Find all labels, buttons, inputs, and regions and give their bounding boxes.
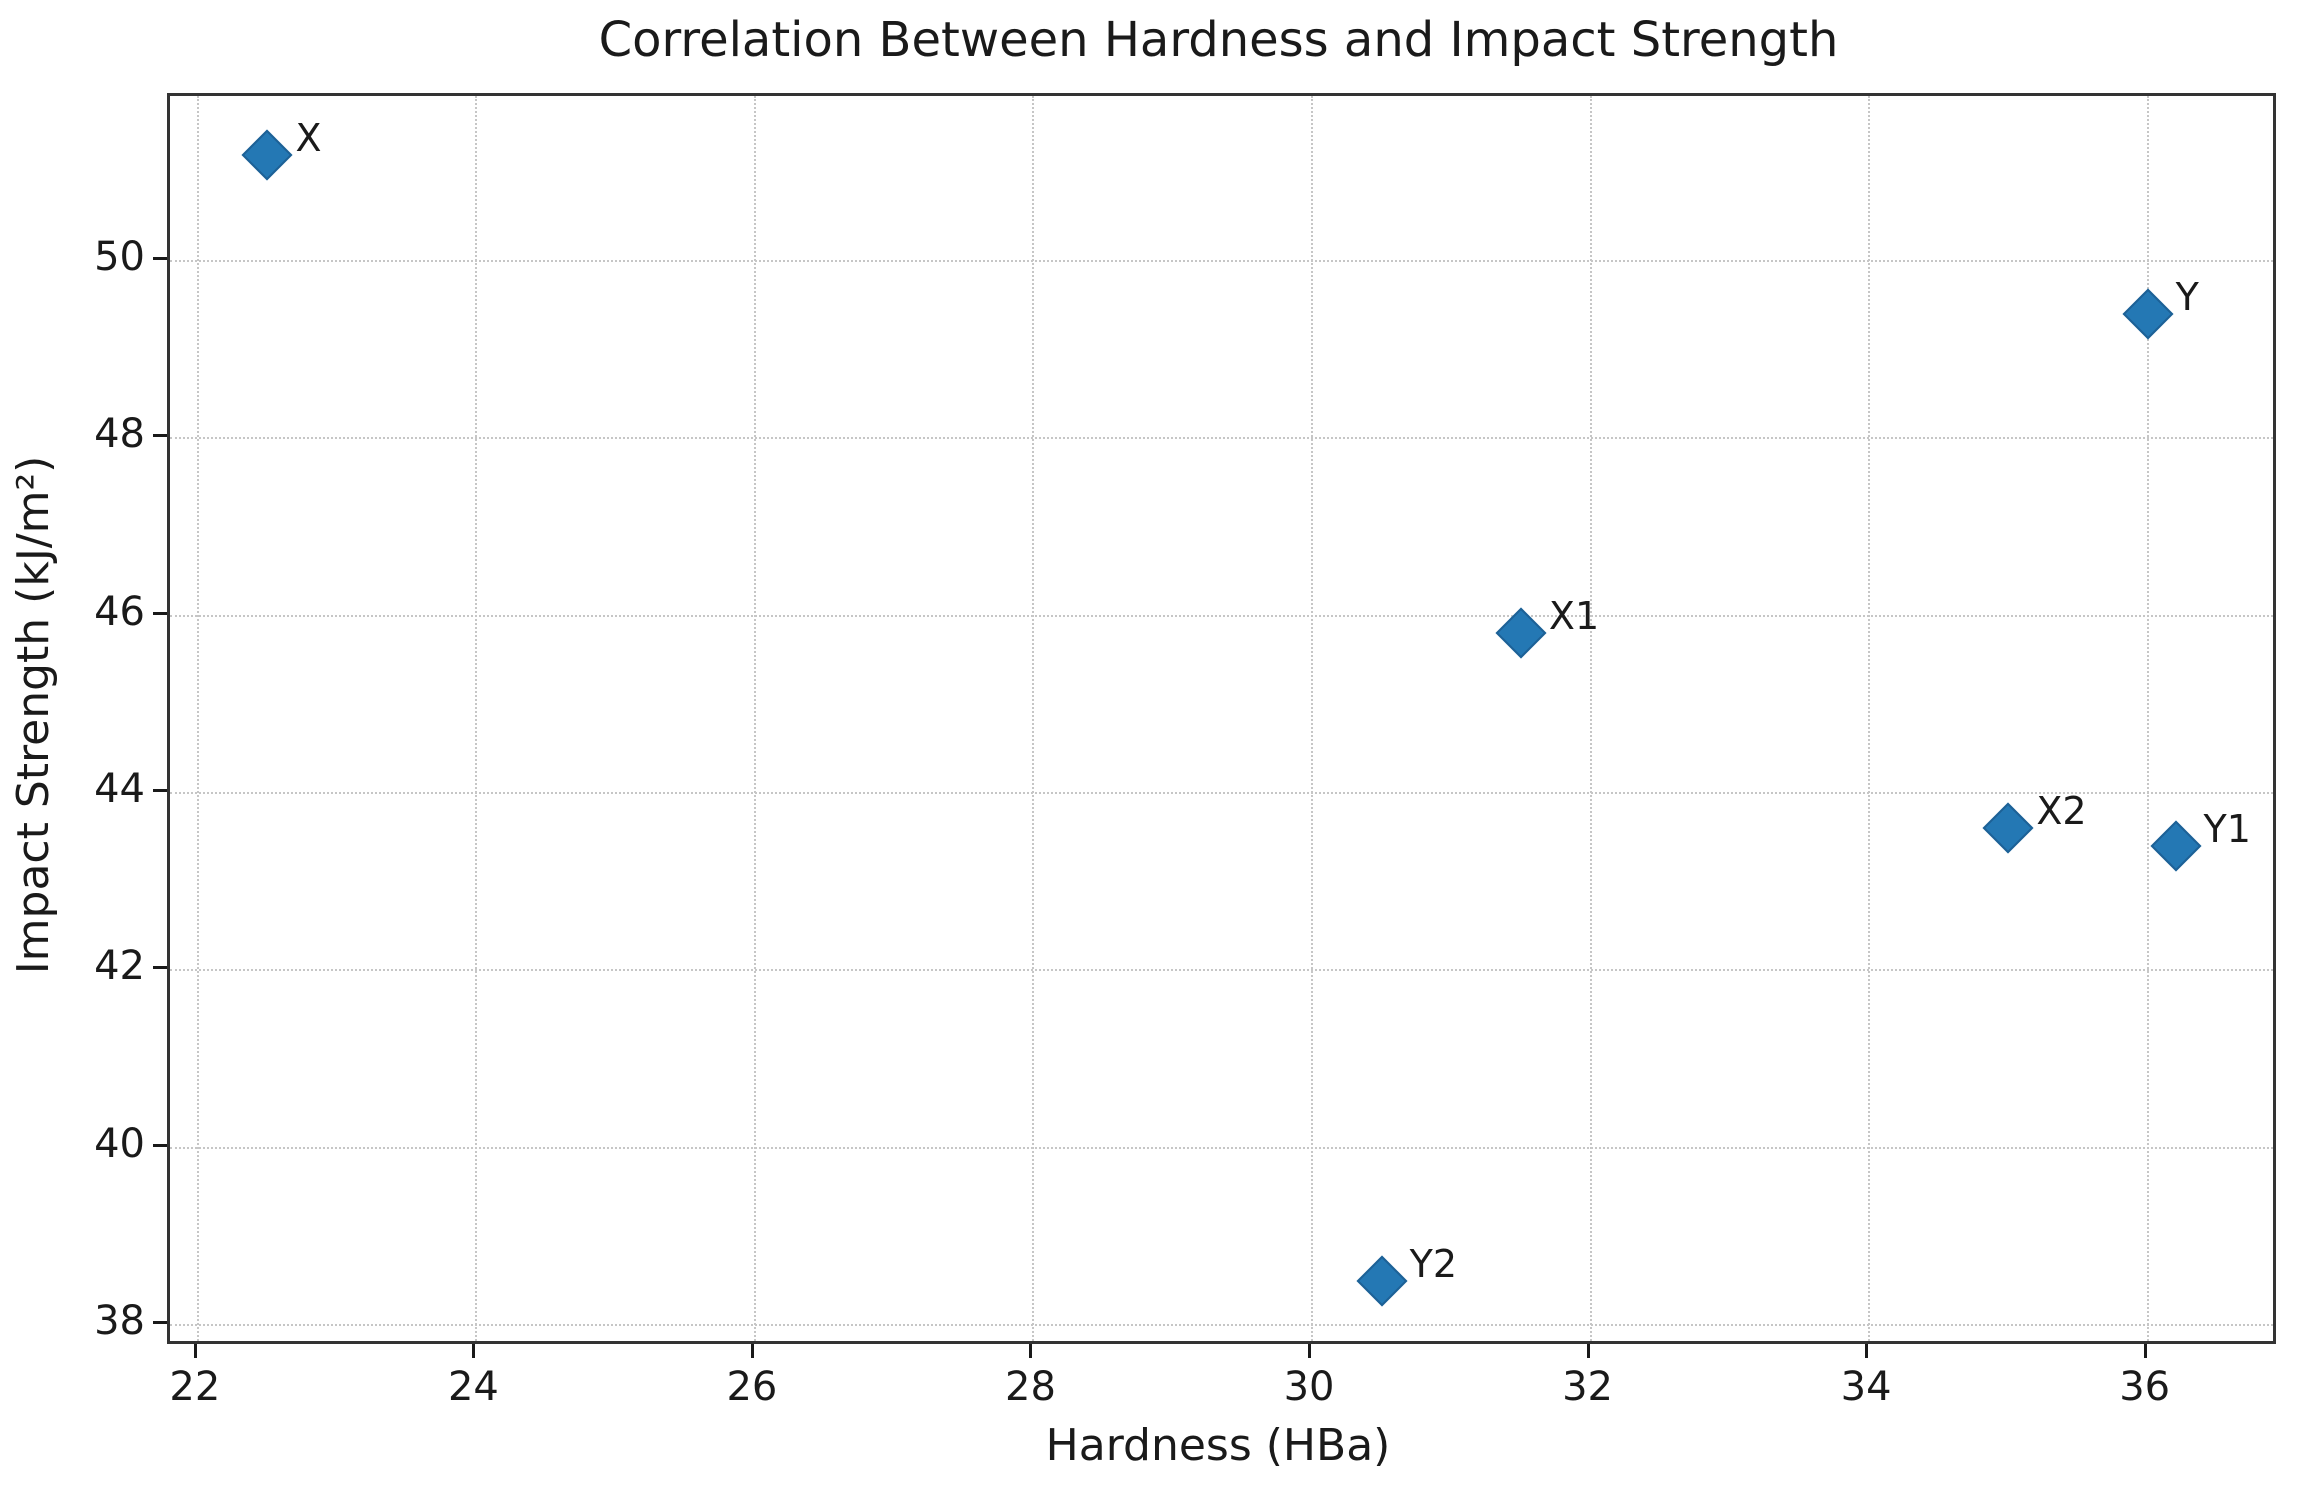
data-point-label-Y1: Y1 xyxy=(2203,807,2251,852)
data-point-label-X1: X1 xyxy=(1548,594,1600,639)
y-tick-44 xyxy=(153,788,167,792)
y-tick-label-40: 40 xyxy=(94,1120,145,1167)
x-tick-label-36: 36 xyxy=(2119,1364,2171,1410)
x-tick-label-22: 22 xyxy=(169,1364,221,1410)
x-tick-34 xyxy=(1865,1344,1869,1358)
y-tick-label-38: 38 xyxy=(94,1298,145,1345)
data-point-label-Y: Y xyxy=(2175,275,2199,320)
data-point-X2 xyxy=(1982,802,2034,854)
y-tick-46 xyxy=(153,611,167,615)
y-tick-label-48: 48 xyxy=(94,411,145,458)
data-point-label-Y2: Y2 xyxy=(1409,1241,1458,1286)
data-point-label-X2: X2 xyxy=(2036,789,2087,834)
y-tick-label-50: 50 xyxy=(94,233,145,280)
gridline-x-24 xyxy=(475,96,478,1341)
y-tick-48 xyxy=(153,434,167,438)
gridline-x-30 xyxy=(1311,96,1314,1341)
x-tick-28 xyxy=(1029,1344,1033,1358)
data-point-label-X: X xyxy=(295,115,322,160)
x-tick-label-30: 30 xyxy=(1283,1364,1335,1410)
gridline-x-28 xyxy=(1032,96,1035,1341)
data-point-Y1 xyxy=(2150,820,2201,872)
x-tick-label-24: 24 xyxy=(447,1364,499,1410)
plot-area: X Y X1 X2 Y1 Y2 xyxy=(167,93,2276,1344)
data-point-X xyxy=(242,129,293,180)
y-axis-label: Impact Strength (kJ/m²) xyxy=(8,455,59,975)
x-tick-label-26: 26 xyxy=(726,1364,778,1410)
gridline-y-42 xyxy=(170,969,2273,972)
y-tick-label-44: 44 xyxy=(94,765,145,812)
gridline-y-48 xyxy=(170,437,2273,440)
gridline-x-36 xyxy=(2146,96,2149,1341)
x-tick-26 xyxy=(750,1344,754,1358)
x-tick-label-34: 34 xyxy=(1840,1364,1892,1410)
data-point-Y xyxy=(2122,288,2174,340)
x-tick-30 xyxy=(1308,1344,1312,1358)
y-tick-label-42: 42 xyxy=(94,943,145,990)
y-tick-42 xyxy=(153,966,167,970)
gridline-y-38 xyxy=(170,1324,2273,1327)
x-axis-label: Hardness (HBa) xyxy=(1045,1420,1391,1471)
x-tick-24 xyxy=(472,1344,476,1358)
x-tick-label-32: 32 xyxy=(1562,1364,1614,1410)
x-tick-32 xyxy=(1586,1344,1590,1358)
gridline-y-46 xyxy=(170,614,2273,617)
gridline-x-32 xyxy=(1589,96,1592,1341)
gridline-y-50 xyxy=(170,259,2273,262)
chart-title: Correlation Between Hardness and Impact … xyxy=(598,12,1839,68)
gridline-x-34 xyxy=(1868,96,1871,1341)
x-tick-36 xyxy=(2143,1344,2147,1358)
gridline-y-44 xyxy=(170,791,2273,794)
y-tick-38 xyxy=(153,1321,167,1325)
y-tick-label-46: 46 xyxy=(94,588,145,635)
gridline-x-22 xyxy=(196,96,199,1341)
x-tick-22 xyxy=(193,1344,197,1358)
gridline-x-26 xyxy=(753,96,756,1341)
y-tick-40 xyxy=(153,1143,167,1147)
y-tick-50 xyxy=(153,256,167,260)
gridline-y-40 xyxy=(170,1146,2273,1149)
x-tick-label-28: 28 xyxy=(1005,1364,1056,1410)
data-point-Y2 xyxy=(1356,1255,1408,1307)
